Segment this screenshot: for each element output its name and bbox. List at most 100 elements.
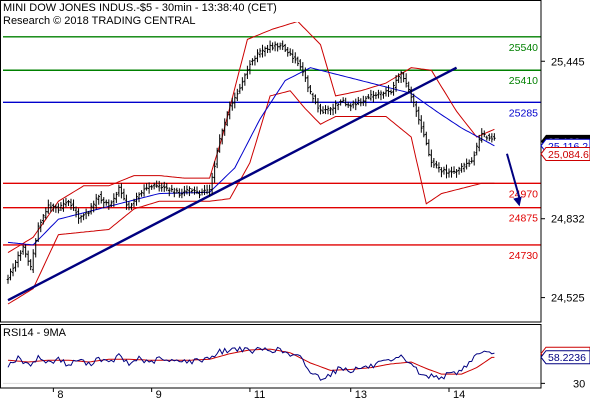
price-bar xyxy=(362,95,365,106)
price-bar xyxy=(425,131,428,146)
price-bar xyxy=(475,142,479,156)
rsi-panel-border xyxy=(0,324,542,389)
price-bar xyxy=(356,96,360,106)
price-bar xyxy=(482,130,486,138)
price-bar xyxy=(268,40,272,53)
rsi-tag-ma: 58.2236 xyxy=(540,350,590,365)
price-bar xyxy=(178,188,181,198)
price-bar xyxy=(92,200,95,213)
price-bar xyxy=(399,70,403,83)
price-bar xyxy=(397,73,400,84)
price-bar xyxy=(162,181,166,192)
price-bar xyxy=(39,219,43,233)
x-tick-label: 13 xyxy=(355,389,367,400)
price-bar xyxy=(238,83,242,94)
rsi-tag-label: 58.2236 xyxy=(548,352,586,364)
price-bar xyxy=(200,188,204,196)
price-bar xyxy=(54,204,58,213)
price-bar xyxy=(77,208,80,224)
price-tag-label: 25,084.6 xyxy=(548,149,589,161)
price-bar xyxy=(329,106,332,116)
price-bar xyxy=(314,94,317,105)
rsi14-line xyxy=(7,345,495,381)
price-bar xyxy=(465,158,468,170)
price-bar xyxy=(41,214,45,225)
trendline xyxy=(7,66,458,302)
price-bar xyxy=(309,85,312,95)
price-bar xyxy=(430,149,433,168)
price-bar xyxy=(367,94,370,100)
price-bar xyxy=(198,190,201,199)
bollinger-upper-line xyxy=(7,22,495,254)
level-label-25285: 25285 xyxy=(509,107,538,119)
price-bar xyxy=(331,103,335,116)
forecast-arrow-shaft xyxy=(505,153,521,199)
price-bar xyxy=(230,97,234,111)
x-tick-label: 11 xyxy=(254,389,265,400)
price-bar xyxy=(351,100,355,109)
price-bar xyxy=(490,133,494,143)
price-bars xyxy=(6,40,496,284)
price-bar xyxy=(304,67,307,82)
price-bar xyxy=(115,191,118,203)
price-bar xyxy=(442,166,446,175)
level-label-24730: 24730 xyxy=(509,250,538,262)
price-bar xyxy=(190,188,194,194)
price-bar xyxy=(112,193,116,207)
price-bar xyxy=(150,184,153,190)
level-label-24875: 24875 xyxy=(509,213,538,225)
price-bar xyxy=(14,260,17,272)
price-bar xyxy=(19,250,22,261)
price-bar xyxy=(296,56,300,67)
price-bar xyxy=(59,202,63,212)
price-bar xyxy=(326,105,330,115)
price-bar xyxy=(89,203,93,215)
price-bar xyxy=(188,186,191,197)
price-bar xyxy=(99,191,103,204)
price-bar xyxy=(493,133,496,141)
price-bar xyxy=(435,160,438,169)
price-bar xyxy=(364,96,368,107)
price-bar xyxy=(9,268,12,281)
price-bar xyxy=(147,182,151,194)
price-bar xyxy=(31,249,35,273)
price-bar xyxy=(49,202,53,213)
price-bar xyxy=(334,100,337,114)
price-bar xyxy=(263,46,267,57)
rsi-tag-box xyxy=(540,350,590,365)
price-bar xyxy=(82,213,85,221)
price-bar xyxy=(256,49,259,63)
price-bar xyxy=(389,89,393,95)
price-bar xyxy=(271,42,274,51)
price-bar xyxy=(185,185,189,195)
price-bar xyxy=(341,97,345,104)
price-bar xyxy=(157,180,161,192)
price-bar xyxy=(440,167,443,178)
copyright-text: Research © 2018 TRADING CENTRAL xyxy=(3,15,196,27)
bollinger-lower-line xyxy=(7,90,495,305)
price-bar xyxy=(248,60,252,75)
price-bar xyxy=(203,185,206,196)
price-bar xyxy=(414,100,418,117)
level-label-25540: 25540 xyxy=(509,42,538,54)
price-bar xyxy=(228,101,232,120)
x-axis: 8 9 11 13 14 xyxy=(52,388,465,400)
price-bar xyxy=(266,44,269,54)
price-bar xyxy=(180,188,184,199)
price-bar xyxy=(16,251,20,268)
price-bar xyxy=(419,115,423,133)
price-bar xyxy=(412,93,416,108)
y-axis: 24,52524,83225,44525,13325,116.225,084.6… xyxy=(540,56,590,390)
price-bar xyxy=(24,244,27,258)
rsi-y-tick-label: 30 xyxy=(573,378,585,390)
price-bar xyxy=(374,92,378,100)
price-bar xyxy=(359,98,363,107)
price-bar xyxy=(34,238,38,258)
rsi-ma-line xyxy=(7,348,495,375)
price-bar xyxy=(120,183,123,199)
price-bar xyxy=(319,103,322,115)
price-bar xyxy=(145,183,148,191)
price-bar xyxy=(195,186,199,195)
price-bar xyxy=(382,91,385,99)
